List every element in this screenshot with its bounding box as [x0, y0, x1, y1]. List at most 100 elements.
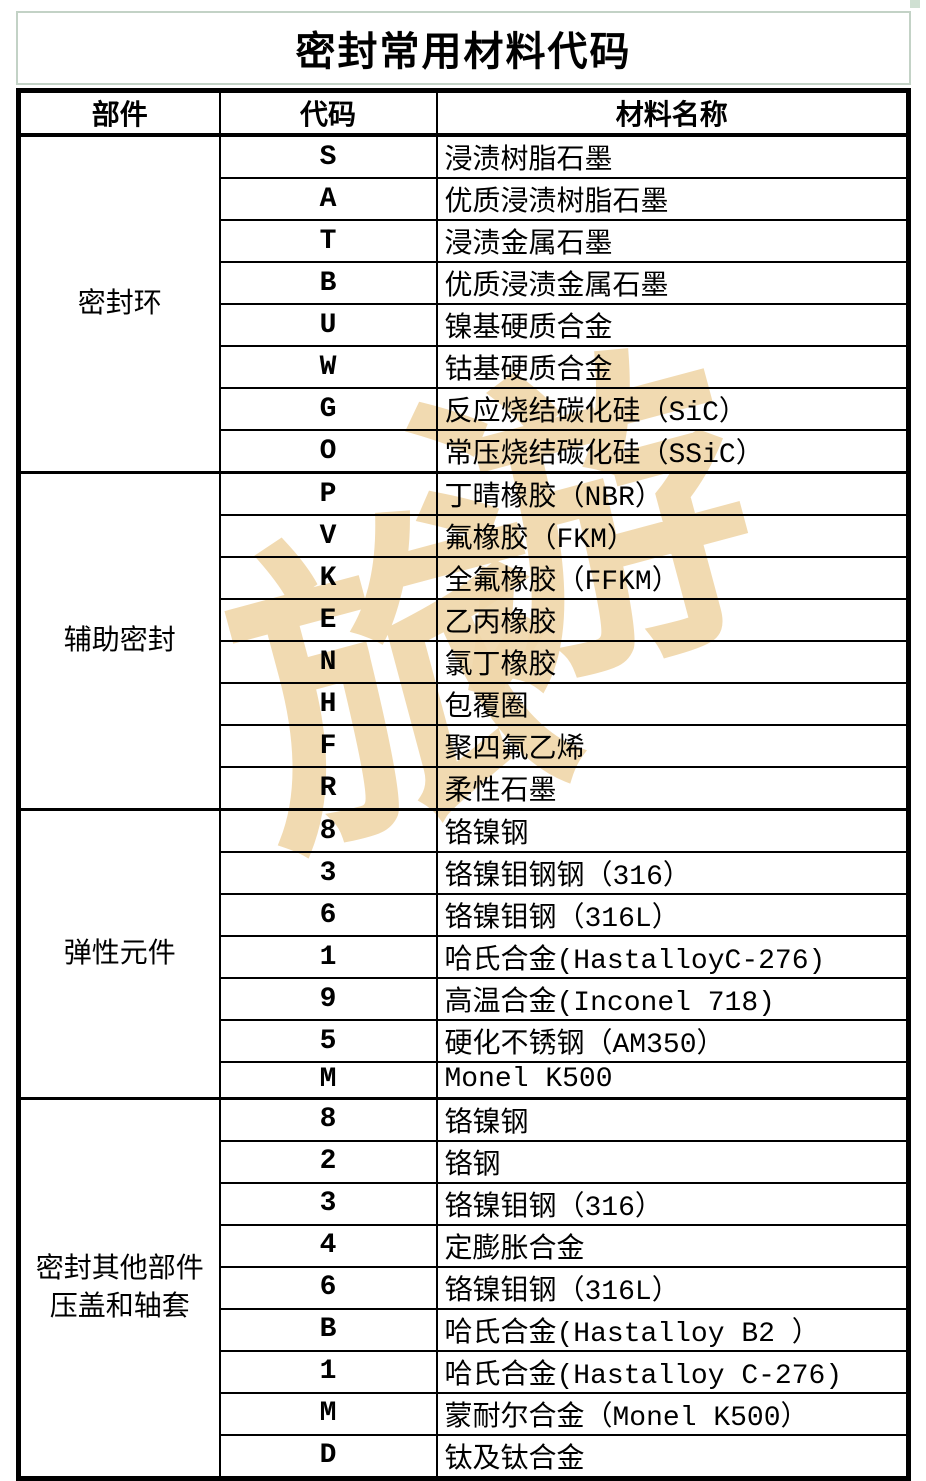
material-cell: 常压烧结碳化硅（SSiC） — [435, 429, 910, 474]
material-cell: 优质浸渍金属石墨 — [435, 261, 910, 305]
material-cell: 哈氏合金(Hastalloy B2 ） — [435, 1307, 910, 1352]
header-material: 材料名称 — [435, 89, 910, 137]
header-row: 部件 代码 材料名称 — [17, 89, 910, 137]
material-cell: 哈氏合金(Hastalloy C-276) — [435, 1349, 910, 1394]
code-cell: 6 — [218, 893, 438, 937]
material-cell: 优质浸渍树脂石墨 — [435, 177, 910, 221]
table-row: 3 铬镍钼钢（316） — [19, 1181, 910, 1226]
table-row: W 钴基硬质合金 — [19, 345, 910, 389]
material-cell: 高温合金(Inconel 718) — [435, 977, 910, 1021]
component-group-label: 密封环 — [77, 288, 162, 320]
code-cell: U — [218, 303, 438, 347]
material-cell: 丁晴橡胶（NBR） — [435, 471, 910, 516]
code-cell: 5 — [218, 1019, 438, 1063]
table-row: 3 铬镍钼钢钢（316） — [19, 851, 910, 895]
component-group-cell: 弹性元件 — [17, 808, 221, 1099]
code-cell: 1 — [218, 935, 438, 979]
table-row: B 优质浸渍金属石墨 — [19, 261, 910, 305]
code-cell: M — [218, 1391, 438, 1436]
table-row: 9 高温合金(Inconel 718) — [19, 977, 910, 1021]
table-row: 密封其他部件 压盖和轴套 8 铬镍钢 — [17, 1096, 910, 1479]
material-cell: 反应烧结碳化硅（SiC） — [435, 387, 910, 431]
table-row: 4 定膨胀合金 — [19, 1223, 910, 1268]
material-cell: 氟橡胶（FKM） — [435, 514, 910, 558]
document-page: 密封常用材料代码 部件 代码 材料名称 密封环 S 浸渍树脂石墨 A 优质浸渍树脂石墨 T… — [16, 0, 920, 1481]
table-row: 5 硬化不锈钢（AM350） — [19, 1019, 910, 1063]
material-cell: 铬镍钢 — [435, 1096, 910, 1142]
code-cell: 4 — [218, 1223, 438, 1268]
material-cell: 包覆圈 — [435, 682, 910, 726]
table-row: V 氟橡胶（FKM） — [19, 514, 910, 558]
table-row: A 优质浸渍树脂石墨 — [19, 177, 910, 221]
table-row: 2 铬钢 — [19, 1139, 910, 1184]
material-cell: 铬镍钢 — [435, 808, 910, 853]
code-cell: P — [218, 471, 438, 516]
code-cell: G — [218, 387, 438, 431]
table-header: 部件 代码 材料名称 — [17, 89, 910, 137]
material-cell: 蒙耐尔合金（Monel K500） — [435, 1391, 910, 1436]
material-cell: 浸渍金属石墨 — [435, 219, 910, 263]
table-row: U 镍基硬质合金 — [19, 303, 910, 347]
code-cell: 8 — [218, 1096, 438, 1142]
table-body: 密封环 S 浸渍树脂石墨 A 优质浸渍树脂石墨 T 浸渍金属石墨 B 优质浸渍金属石墨 U 镍基硬质… — [17, 134, 910, 1479]
code-cell: O — [218, 429, 438, 474]
code-cell: 3 — [218, 1181, 438, 1226]
table-row: 6 铬镍钼钢（316L） — [19, 893, 910, 937]
material-cell: 铬钢 — [435, 1139, 910, 1184]
material-cell: 乙丙橡胶 — [435, 598, 910, 642]
material-cell: 铬镍钼钢（316L） — [435, 893, 910, 937]
table-row: F 聚四氟乙烯 — [19, 724, 910, 768]
component-group-label: 弹性元件 — [63, 937, 176, 969]
component-group-cell: 辅助密封 — [17, 471, 221, 811]
code-cell: 9 — [218, 977, 438, 1021]
material-cell: 氯丁橡胶 — [435, 640, 910, 684]
table-row: M Monel K500 — [19, 1061, 910, 1099]
table-row: N 氯丁橡胶 — [19, 640, 910, 684]
header-component: 部件 — [17, 89, 221, 137]
code-cell: 8 — [218, 808, 438, 853]
material-cell: 钛及钛合金 — [435, 1433, 910, 1479]
table-row: 1 哈氏合金(HastalloyC-276) — [19, 935, 910, 979]
component-group-label: 压盖和轴套 — [49, 1290, 190, 1322]
code-cell: M — [218, 1061, 438, 1099]
material-cell: 镍基硬质合金 — [435, 303, 910, 347]
code-cell: 6 — [218, 1265, 438, 1310]
code-cell: E — [218, 598, 438, 642]
material-cell: 柔性石墨 — [435, 766, 910, 811]
code-cell: 1 — [218, 1349, 438, 1394]
component-group-cell: 密封其他部件 压盖和轴套 — [17, 1096, 221, 1479]
code-cell: D — [218, 1433, 438, 1479]
code-cell: F — [218, 724, 438, 768]
material-cell: 铬镍钼钢（316L） — [435, 1265, 910, 1310]
table-row: G 反应烧结碳化硅（SiC） — [19, 387, 910, 431]
code-cell: B — [218, 1307, 438, 1352]
code-cell: H — [218, 682, 438, 726]
table-row: H 包覆圈 — [19, 682, 910, 726]
material-cell: 聚四氟乙烯 — [435, 724, 910, 768]
component-group-label: 辅助密封 — [63, 625, 176, 657]
code-cell: V — [218, 514, 438, 558]
table-row: K 全氟橡胶（FFKM） — [19, 556, 910, 600]
material-cell: 铬镍钼钢（316） — [435, 1181, 910, 1226]
code-cell: B — [218, 261, 438, 305]
code-cell: R — [218, 766, 438, 811]
materials-code-table: 部件 代码 材料名称 密封环 S 浸渍树脂石墨 A 优质浸渍树脂石墨 T 浸渍金属石墨 B 优质… — [16, 88, 911, 1481]
code-cell: T — [218, 219, 438, 263]
table-row: 弹性元件 8 铬镍钢 — [17, 808, 910, 1099]
code-cell: 3 — [218, 851, 438, 895]
code-cell: A — [218, 177, 438, 221]
page-title: 密封常用材料代码 — [295, 29, 632, 74]
material-cell: 定膨胀合金 — [435, 1223, 910, 1268]
table-row: E 乙丙橡胶 — [19, 598, 910, 642]
code-cell: S — [218, 134, 438, 179]
table-row: O 常压烧结碳化硅（SSiC） — [19, 429, 910, 474]
component-group-label: 密封其他部件 — [35, 1252, 204, 1284]
material-cell: 哈氏合金(HastalloyC-276) — [435, 935, 910, 979]
table-row: T 浸渍金属石墨 — [19, 219, 910, 263]
material-cell: 铬镍钼钢钢（316） — [435, 851, 910, 895]
component-group-cell: 密封环 — [17, 134, 221, 474]
header-code: 代码 — [218, 89, 438, 137]
title-box: 密封常用材料代码 — [16, 11, 911, 85]
material-cell: 全氟橡胶（FFKM） — [435, 556, 910, 600]
code-cell: K — [218, 556, 438, 600]
